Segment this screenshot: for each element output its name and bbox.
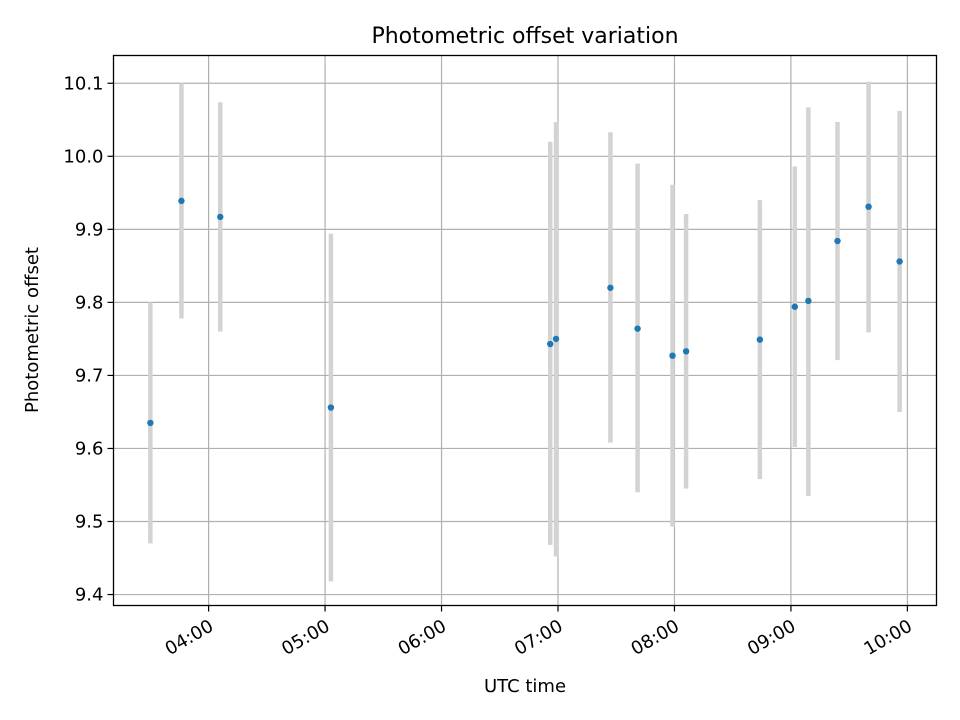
data-point <box>552 335 560 343</box>
data-point <box>634 325 641 332</box>
y-tick-label: 9.8 <box>75 292 104 313</box>
data-points <box>147 197 903 427</box>
x-tick-label: 05:00 <box>278 616 333 660</box>
data-point <box>756 336 764 343</box>
data-point <box>791 303 799 310</box>
data-point <box>669 352 676 359</box>
data-point <box>327 404 335 411</box>
plot-frame <box>112 54 938 607</box>
x-tick-label: 07:00 <box>511 616 566 660</box>
data-point <box>547 340 554 348</box>
x-axis-ticks: 04:00 05:00 06:00 07:00 08:00 09:00 10:00 <box>162 605 916 660</box>
x-axis-label: UTC time <box>484 676 566 697</box>
x-tick-label: 09:00 <box>744 616 799 660</box>
data-point <box>896 258 903 265</box>
x-tick-label: 06:00 <box>395 616 450 660</box>
chart-title: Photometric offset variation <box>371 24 678 49</box>
data-point <box>682 348 690 355</box>
data-point <box>178 197 185 205</box>
data-point <box>607 284 614 291</box>
data-point <box>834 237 841 245</box>
data-point <box>217 213 224 221</box>
y-tick-label: 9.6 <box>75 438 104 459</box>
y-tick-label: 10.0 <box>63 146 103 167</box>
grid <box>113 55 937 606</box>
x-tick-label: 04:00 <box>162 616 217 660</box>
data-point <box>865 203 872 210</box>
y-tick-label: 9.5 <box>75 512 104 533</box>
data-point <box>805 297 812 305</box>
y-tick-label: 9.4 <box>75 585 104 606</box>
y-axis-ticks: 9.4 9.5 9.6 9.7 9.8 9.9 10.0 10.1 <box>63 73 114 606</box>
y-tick-label: 10.1 <box>63 73 103 94</box>
x-tick-label: 10:00 <box>860 616 915 660</box>
y-tick-label: 9.7 <box>75 365 104 386</box>
data-point <box>147 419 154 427</box>
y-tick-label: 9.9 <box>75 219 104 240</box>
y-axis-label: Photometric offset <box>22 247 43 413</box>
x-tick-label: 08:00 <box>628 616 683 660</box>
